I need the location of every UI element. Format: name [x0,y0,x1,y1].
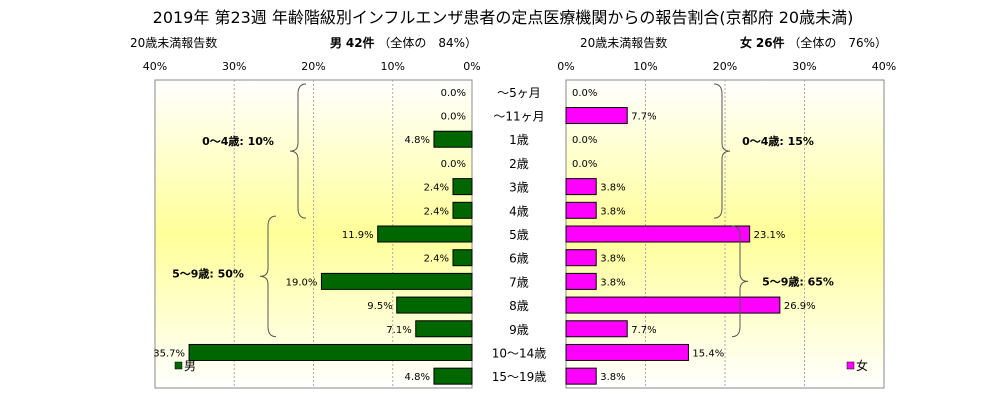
category-label: 4歳 [509,204,529,218]
female-group-brace [731,225,749,338]
category-label: 6歳 [509,252,529,266]
category-label: 〜5ヶ月 [497,86,541,100]
male-tick-label: 30% [222,60,246,73]
male-count: 42件 [345,36,375,50]
female-data-label: 26.9% [784,301,816,312]
male-legend-swatch [174,361,183,370]
male-data-label: 2.4% [424,254,449,265]
female-bar [565,201,597,219]
female-bar [565,249,597,267]
female-legend-swatch [846,361,855,370]
male-bar [377,225,473,243]
category-label: 〜11ヶ月 [493,110,544,124]
female-bar [565,296,781,314]
female-data-label: 0.0% [572,88,597,99]
female-group-label: 5〜9歳: 65% [762,274,834,288]
female-data-label: 3.8% [600,206,625,217]
male-bar [320,272,473,290]
female-tick-label: 40% [872,60,896,73]
male-group-label: 5〜9歳: 50% [172,266,244,280]
male-group-brace [259,215,277,338]
male-data-label: 2.4% [424,183,449,194]
male-data-label: 35.7% [153,348,185,359]
male-count-header: 男 42件 （全体の 84%） [330,34,477,51]
male-share: （全体の 84%） [378,36,478,50]
female-bar [565,343,689,361]
male-data-label: 2.4% [424,206,449,217]
category-label: 5歳 [509,228,529,242]
female-data-label: 7.7% [631,112,656,123]
female-data-label: 0.0% [572,159,597,170]
male-data-label: 19.0% [286,277,318,288]
female-sex-label: 女 [740,36,753,50]
female-bar [565,272,597,290]
female-data-label: 23.1% [754,230,786,241]
male-bar [433,367,473,385]
female-bar [565,225,751,243]
female-bar [565,107,628,125]
female-count: 26件 [755,36,785,50]
female-tick-label: 10% [633,60,657,73]
female-tick-label: 30% [792,60,816,73]
female-data-label: 15.4% [692,348,724,359]
male-tick-label: 10% [381,60,405,73]
female-data-label: 3.8% [600,277,625,288]
male-tick-label: 20% [301,60,325,73]
male-data-label: 7.1% [386,325,411,336]
category-label: 3歳 [509,181,529,195]
category-label: 10〜14歳 [492,346,547,360]
male-data-label: 11.9% [342,230,374,241]
category-label: 8歳 [509,299,529,313]
male-bar [396,296,473,314]
female-tick-label: 20% [713,60,737,73]
category-label: 2歳 [509,157,529,171]
chart-title: 2019年 第23週 年齢階級別インフルエンザ患者の定点医療機関からの報告割合(… [152,8,854,27]
male-bar [188,343,473,361]
category-label: 1歳 [509,133,529,147]
category-label: 15〜19歳 [492,370,547,384]
male-tick-label: 0% [463,60,480,73]
male-group-brace [289,83,307,219]
left-axis-title: 20歳未満報告数 [130,36,218,50]
male-data-label: 4.8% [405,372,430,383]
male-bar [452,178,473,196]
right-axis-title: 20歳未満報告数 [580,36,668,50]
male-sex-label: 男 [330,36,343,50]
male-group-label: 0〜4歳: 10% [202,134,274,148]
female-data-label: 7.7% [631,325,656,336]
male-tick-label: 40% [143,60,167,73]
female-group-label: 0〜4歳: 15% [742,134,814,148]
male-bar [415,320,473,338]
male-legend-label: 男 [184,359,196,373]
male-bar [452,249,473,267]
category-label: 9歳 [509,323,529,337]
male-data-label: 0.0% [441,159,466,170]
category-label: 7歳 [509,275,529,289]
male-bar [433,130,473,148]
female-data-label: 0.0% [572,135,597,146]
male-data-label: 0.0% [441,112,466,123]
female-bar [565,178,597,196]
male-data-label: 9.5% [367,301,392,312]
female-bar [565,320,628,338]
female-bar [565,367,597,385]
female-legend-label: 女 [856,358,868,373]
female-data-label: 3.8% [600,183,625,194]
female-share: （全体の 76%） [788,36,888,50]
male-data-label: 0.0% [441,88,466,99]
female-data-label: 3.8% [600,372,625,383]
female-tick-label: 0% [557,60,574,73]
female-count-header: 女 26件 （全体の 76%） [740,34,887,51]
female-data-label: 3.8% [600,254,625,265]
male-bar [452,201,473,219]
female-group-brace [713,83,731,219]
male-data-label: 4.8% [405,135,430,146]
